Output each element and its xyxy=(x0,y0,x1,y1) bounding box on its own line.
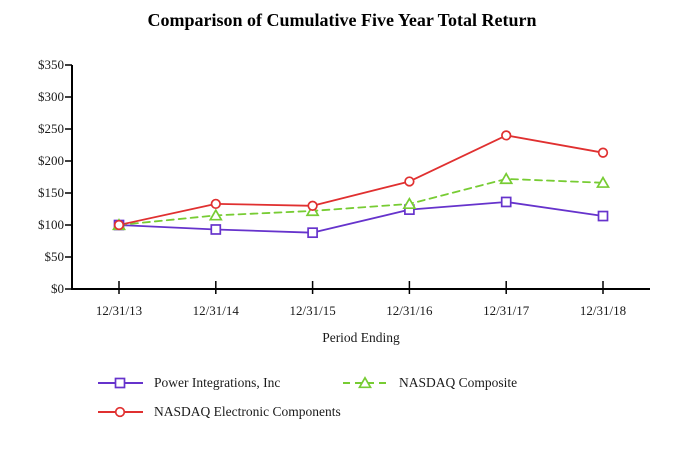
legend-swatch-circle-icon xyxy=(98,406,143,418)
circle-marker-icon xyxy=(404,176,415,187)
series-line-triangle xyxy=(118,178,604,226)
circle-marker-icon xyxy=(501,130,512,141)
circle-marker-icon xyxy=(114,406,126,418)
legend-label: Power Integrations, Inc xyxy=(154,375,281,390)
square-marker-icon xyxy=(597,210,609,222)
y-axis-tick-label: $0 xyxy=(51,281,64,296)
y-axis-tick-label: $250 xyxy=(38,121,64,136)
series-line-circle xyxy=(118,134,604,226)
square-marker-icon xyxy=(114,377,126,389)
circle-marker-icon xyxy=(597,147,609,158)
x-axis-tick-label: 12/31/13 xyxy=(95,303,143,318)
legend-label: NASDAQ Composite xyxy=(399,375,518,390)
legend-item-power-integrations: Power Integrations, Inc xyxy=(97,374,280,392)
chart-title: Comparison of Cumulative Five Year Total… xyxy=(147,10,537,30)
circle-marker-icon xyxy=(307,200,318,211)
x-axis-title: Period Ending xyxy=(322,330,400,345)
legend-item-nasdaq-electronic: NASDAQ Electronic Components xyxy=(97,403,341,421)
y-axis-tick-label: $100 xyxy=(38,217,64,232)
x-axis-tick-label: 12/31/14 xyxy=(192,303,239,318)
triangle-marker-icon xyxy=(358,376,372,389)
square-marker-icon xyxy=(307,227,318,239)
circle-marker-icon xyxy=(210,198,221,210)
legend-label: NASDAQ Electronic Components xyxy=(154,404,341,419)
legend-item-nasdaq-composite: NASDAQ Composite xyxy=(342,374,517,392)
x-axis-tick-label: 12/31/18 xyxy=(579,303,627,318)
y-axis-tick-label: $300 xyxy=(38,89,64,104)
circle-marker-icon xyxy=(113,219,125,231)
triangle-marker-icon xyxy=(402,196,417,210)
x-axis-tick-label: 12/31/15 xyxy=(289,303,336,318)
legend-swatch-square-icon xyxy=(98,377,143,389)
square-marker-icon xyxy=(210,224,222,235)
plot-area xyxy=(65,64,650,294)
x-axis-tick-label: 12/31/16 xyxy=(386,303,433,318)
y-axis-tick-label: $200 xyxy=(38,153,64,168)
triangle-marker-icon xyxy=(596,175,610,188)
square-marker-icon xyxy=(500,196,512,208)
y-axis-tick-label: $350 xyxy=(38,57,64,72)
triangle-marker-icon xyxy=(208,208,223,221)
legend-swatch-triangle-icon xyxy=(343,376,388,389)
triangle-marker-icon xyxy=(499,172,514,185)
series-line-square xyxy=(118,201,604,234)
y-axis-tick-label: $150 xyxy=(38,185,64,200)
y-axis-tick-label: $50 xyxy=(44,249,65,264)
x-axis-tick-label: 12/31/17 xyxy=(483,303,530,318)
